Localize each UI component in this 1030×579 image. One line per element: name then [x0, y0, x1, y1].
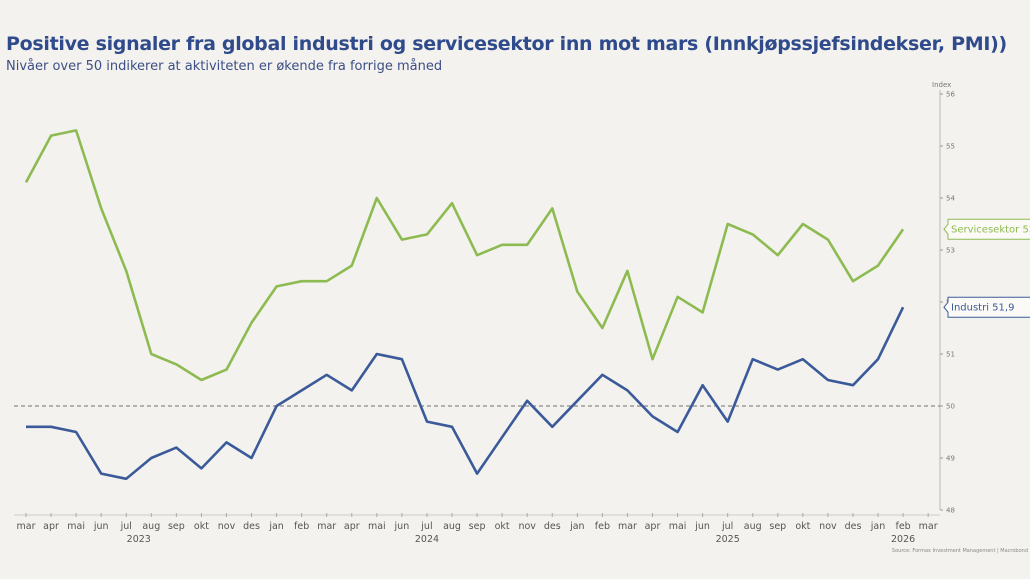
end-label-industri: Industri 51,9 [951, 303, 1014, 314]
x-tick-label: nov [218, 521, 236, 532]
x-tick-label: feb [895, 521, 910, 532]
x-tick-label: aug [744, 521, 762, 532]
x-tick-label: jul [120, 521, 132, 532]
x-tick-label: mai [368, 521, 386, 532]
x-tick-label: jun [394, 521, 410, 532]
x-tick-label: aug [142, 521, 160, 532]
x-tick-label: jul [721, 521, 733, 532]
x-tick-label: feb [294, 521, 309, 532]
end-label-box [943, 218, 1030, 240]
year-label: 2026 [891, 534, 915, 545]
x-tick-label: mai [669, 521, 687, 532]
year-label: 2023 [127, 534, 151, 545]
y-axis-label: Index [932, 81, 951, 89]
end-label-box [943, 296, 1030, 318]
x-tick-label: sep [168, 521, 185, 532]
y-tick-label: 49 [946, 455, 955, 463]
x-tick-label: mar [618, 521, 637, 532]
x-tick-label: mar [317, 521, 336, 532]
x-tick-label: jul [420, 521, 432, 532]
chart-title: Positive signaler fra global industri og… [6, 33, 1007, 55]
series-line-servicesektor [24, 129, 905, 382]
y-tick-label: 50 [946, 403, 955, 411]
x-tick-label: nov [819, 521, 837, 532]
y-tick-label: 53 [946, 247, 955, 255]
x-tick-label: mar [17, 521, 36, 532]
x-tick-label: jan [569, 521, 584, 532]
series-line-industri [26, 306, 905, 481]
x-tick-label: mar [919, 521, 938, 532]
source-note: Source: Formax Investment Management | M… [892, 548, 1028, 554]
x-tick-label: okt [795, 521, 810, 532]
x-tick-label: apr [645, 521, 661, 532]
x-tick-label: des [243, 521, 260, 532]
x-tick-label: okt [194, 521, 209, 532]
x-tick-label: apr [43, 521, 59, 532]
x-tick-label: nov [518, 521, 536, 532]
x-tick-label: sep [469, 521, 486, 532]
x-tick-label: des [845, 521, 862, 532]
x-tick-label: mai [67, 521, 85, 532]
x-tick-label: okt [495, 521, 510, 532]
x-tick-label: apr [344, 521, 360, 532]
x-tick-label: feb [595, 521, 610, 532]
y-tick-label: 56 [946, 91, 955, 99]
year-label: 2025 [716, 534, 740, 545]
y-tick-label: 48 [946, 507, 955, 515]
x-tick-label: aug [443, 521, 461, 532]
y-tick-label: 54 [946, 195, 955, 203]
x-tick-label: des [544, 521, 561, 532]
x-tick-label: jan [870, 521, 885, 532]
x-tick-label: jun [694, 521, 710, 532]
chart-subtitle: Nivåer over 50 indikerer at aktiviteten … [6, 59, 443, 74]
x-tick-label: sep [769, 521, 786, 532]
x-tick-label: jan [268, 521, 283, 532]
x-tick-label: jun [93, 521, 109, 532]
y-tick-label: 55 [946, 143, 955, 151]
y-tick-label: 51 [946, 351, 955, 359]
year-label: 2024 [415, 534, 439, 545]
end-label-servicesektor: Servicesektor 53,4 [951, 225, 1030, 236]
